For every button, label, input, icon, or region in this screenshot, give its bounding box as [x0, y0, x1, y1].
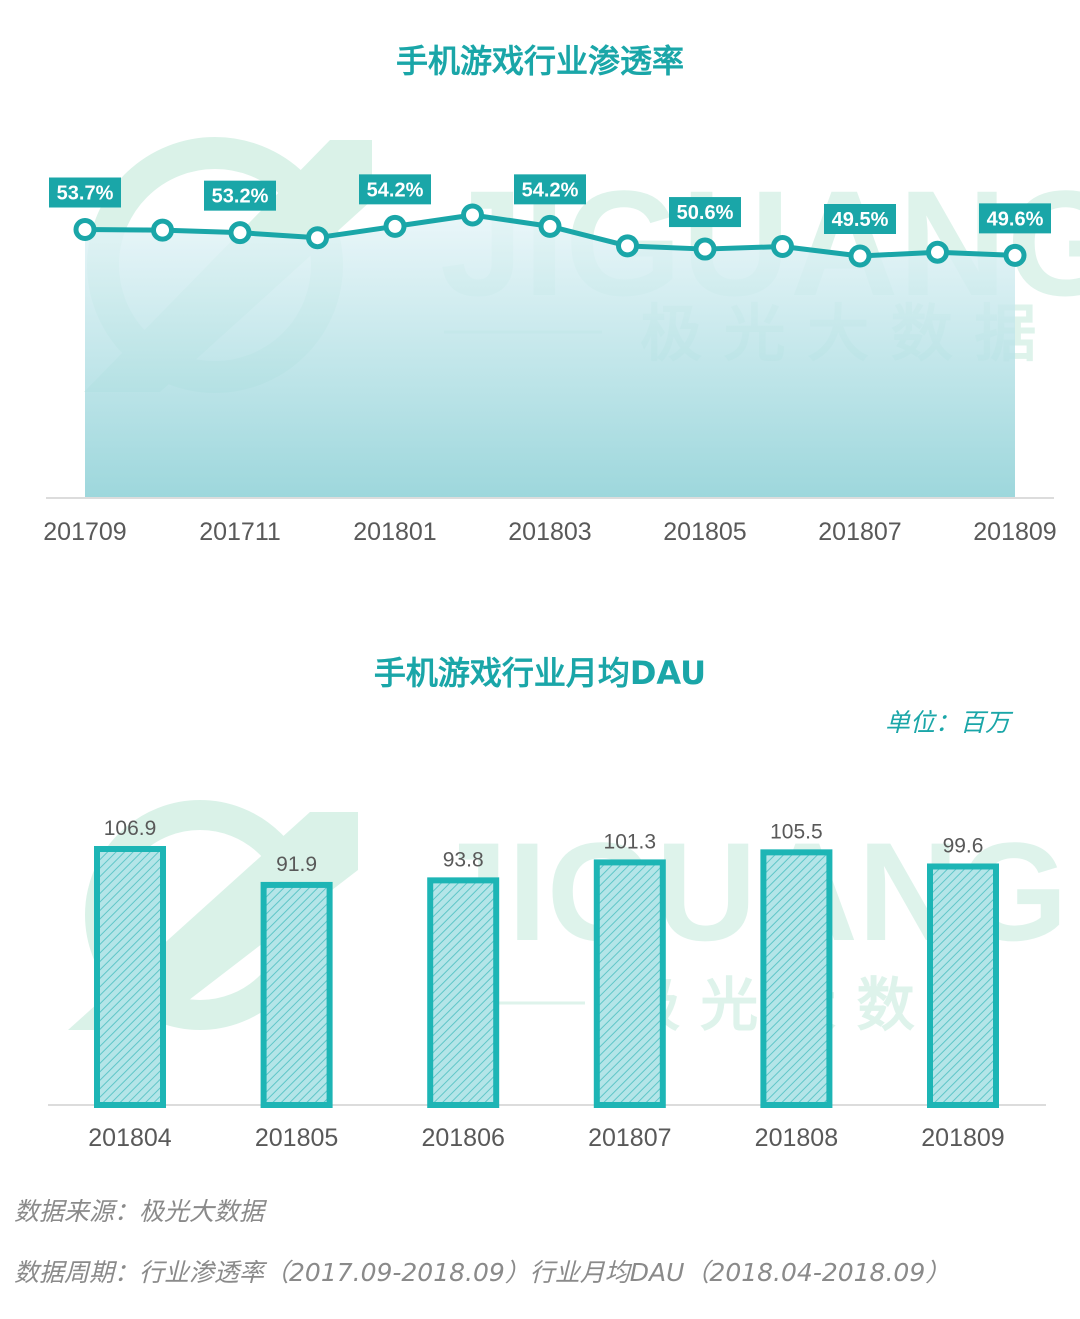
bar-value-label: 93.8: [443, 848, 484, 871]
x-tick-label: 201805: [255, 1124, 338, 1152]
x-tick-label: 201808: [755, 1124, 838, 1152]
x-tick-label: 201807: [818, 518, 901, 546]
dau-chart-title: 手机游戏行业月均DAU: [373, 654, 707, 692]
x-tick-label: 201711: [199, 518, 281, 546]
bar-201805: [260, 881, 333, 1109]
x-tick-label: 201809: [973, 518, 1056, 546]
data-label-text: 49.5%: [832, 209, 889, 231]
line-point-201712: [306, 226, 329, 250]
bar-value-label: 91.9: [276, 853, 317, 876]
unit-label: 单位：百万: [884, 708, 1010, 737]
data-label-201809: 49.6%: [979, 203, 1051, 234]
line-point-201803: [538, 214, 562, 238]
data-source-note: 数据来源：极光大数据: [14, 1197, 265, 1226]
x-tick-label: 201803: [508, 518, 591, 546]
line-point-201807: [848, 244, 872, 268]
line-point-201801: [383, 214, 407, 238]
data-label-text: 50.6%: [677, 202, 734, 224]
penetration-area: [85, 215, 1015, 498]
line-point-201806: [771, 235, 794, 259]
watermark-logo-2: JIGUANG 极 光 大 数 据: [68, 800, 1068, 1039]
data-label-box: [824, 204, 896, 234]
x-tick-label: 201709: [43, 518, 126, 546]
data-label-text: 54.2%: [522, 179, 579, 201]
bar-value-label: 101.3: [604, 830, 657, 853]
data-label-201709: 53.7%: [49, 177, 121, 208]
data-label-text: 49.6%: [987, 208, 1044, 230]
line-point-201804: [616, 234, 639, 258]
data-label-201803: 54.2%: [514, 174, 586, 205]
line-point-201710: [151, 218, 174, 242]
line-point-201808: [926, 240, 949, 264]
data-label-201807: 49.5%: [824, 204, 896, 234]
line-point-201805: [693, 237, 717, 261]
data-label-201801: 54.2%: [359, 174, 431, 205]
data-label-201711: 53.2%: [204, 180, 276, 211]
bar-201809: [927, 863, 999, 1108]
line-point-201711: [228, 221, 252, 245]
data-label-box: [49, 177, 121, 208]
bar-201806: [427, 877, 500, 1109]
data-label-box: [359, 174, 431, 205]
data-label-text: 53.2%: [212, 186, 269, 208]
bar-value-label: 99.6: [943, 834, 984, 857]
x-tick-label: 201804: [88, 1124, 172, 1152]
dau-bar-chart: JIGUANG 极 光 大 数 据 106.9 91.9 93.8 101.3 105.…: [48, 800, 1068, 1152]
bar-201804: [94, 846, 166, 1108]
x-tick-label: 201801: [353, 518, 436, 546]
bar-201807: [593, 859, 666, 1108]
data-label-box: [514, 174, 586, 205]
data-label-box: [979, 203, 1051, 234]
line-point-201802: [461, 203, 484, 227]
data-period-note: 数据周期：行业渗透率（2017.09-2018.09）行业月均DAU（2018.…: [14, 1258, 951, 1287]
x-tick-label: 201805: [663, 518, 746, 546]
data-label-text: 53.7%: [57, 183, 114, 205]
line-point-201809: [1003, 243, 1027, 267]
data-label-201805: 50.6%: [669, 197, 741, 228]
penetration-chart-title: 手机游戏行业渗透率: [395, 42, 684, 80]
data-label-box: [204, 180, 276, 211]
x-tick-label: 201807: [588, 1124, 671, 1152]
line-point-201709: [73, 218, 97, 242]
penetration-line-chart: JIGUANG 极 光 大 数 据 53.7%53.2%54.2%54.2%50…: [43, 137, 1080, 546]
data-label-box: [669, 197, 741, 228]
bar-201808: [760, 849, 833, 1108]
data-label-text: 54.2%: [367, 179, 424, 201]
bar-value-label: 106.9: [104, 817, 157, 840]
bar-value-label: 105.5: [770, 820, 823, 843]
x-tick-label: 201806: [421, 1124, 504, 1152]
x-tick-label: 201809: [921, 1124, 1004, 1152]
